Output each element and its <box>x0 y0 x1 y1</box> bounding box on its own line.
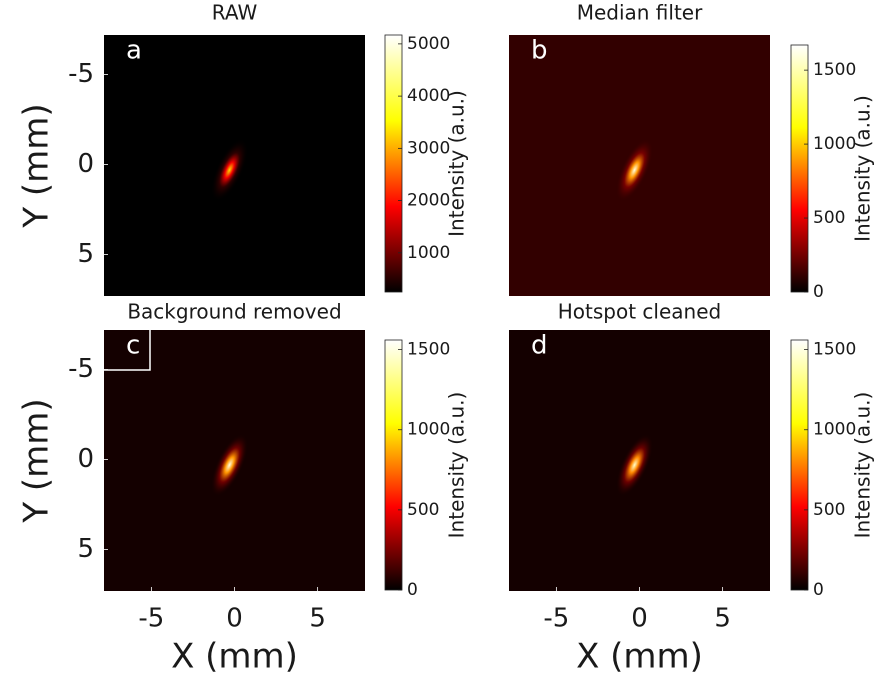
colorbar-tick-label: 1500 <box>813 340 856 360</box>
panel-label: b <box>531 36 548 66</box>
x-tick-label: -5 <box>138 604 164 634</box>
colorbar-tick-label: 1000 <box>407 420 450 440</box>
x-tick-label: 0 <box>631 604 648 634</box>
hotspot <box>615 138 654 202</box>
colorbar-tick-label: 0 <box>407 580 418 600</box>
y-tick-label: 0 <box>77 149 94 179</box>
colorbar-tick-label: 5000 <box>407 34 450 54</box>
panel-label-box <box>104 330 151 371</box>
x-axis-label: X (mm) <box>576 637 703 677</box>
panel-label: c <box>126 331 140 361</box>
colorbar <box>384 339 403 591</box>
x-tick-label: 0 <box>226 604 243 634</box>
hotspot <box>615 433 654 497</box>
colorbar-tick-label: 500 <box>407 500 439 520</box>
colorbar-tick-label: 500 <box>813 208 845 228</box>
panel-label: a <box>126 36 142 66</box>
y-tick-label: -5 <box>68 354 94 384</box>
y-tick-label: -5 <box>68 59 94 89</box>
y-tick-label: 5 <box>77 239 94 269</box>
colorbar-label: Intensity (a.u.) <box>445 392 469 539</box>
x-axis-label: X (mm) <box>171 637 298 677</box>
panel-title: RAW <box>212 1 258 25</box>
y-tick-label: 0 <box>77 444 94 474</box>
colorbar-tick-label: 1000 <box>407 243 450 263</box>
colorbar-label: Intensity (a.u.) <box>445 90 469 237</box>
colorbar-tick-label: 2000 <box>407 191 450 211</box>
colorbar-tick-label: 4000 <box>407 86 450 106</box>
colorbar-tick-label: 500 <box>813 500 845 520</box>
colorbar-label: Intensity (a.u.) <box>851 95 875 242</box>
panel-title: Background removed <box>127 300 341 324</box>
colorbar-tick-label: 3000 <box>407 138 450 158</box>
x-tick-label: -5 <box>543 604 569 634</box>
hotspot <box>210 138 249 202</box>
panel-label: d <box>531 331 548 361</box>
colorbar-tick-label: 1000 <box>813 420 856 440</box>
colorbar <box>384 34 403 293</box>
colorbar-tick-label: 1500 <box>813 60 856 80</box>
panel-title: Hotspot cleaned <box>558 300 721 324</box>
colorbar-label: Intensity (a.u.) <box>851 392 875 539</box>
colorbar <box>790 44 809 293</box>
colorbar-tick-label: 1000 <box>813 134 856 154</box>
panel-title: Median filter <box>577 1 703 25</box>
y-tick-label: 5 <box>77 534 94 564</box>
hotspot <box>210 433 249 497</box>
colorbar-tick-label: 0 <box>813 580 824 600</box>
x-tick-label: 5 <box>714 604 731 634</box>
y-axis-label: Y (mm) <box>17 398 57 523</box>
y-axis-label: Y (mm) <box>17 103 57 228</box>
colorbar-tick-label: 1500 <box>407 340 450 360</box>
x-tick-label: 5 <box>309 604 326 634</box>
colorbar <box>790 339 809 591</box>
colorbar-tick-label: 0 <box>813 282 824 302</box>
